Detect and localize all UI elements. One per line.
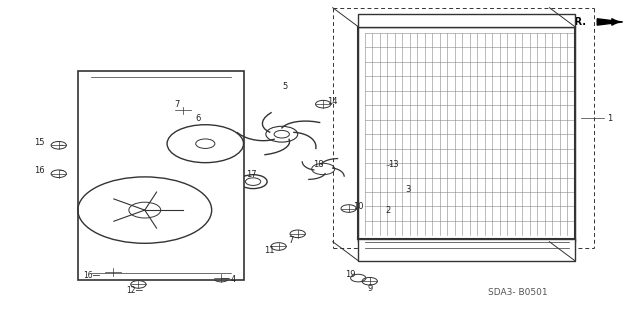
Text: 18: 18 <box>314 160 324 169</box>
Bar <box>78 71 244 280</box>
Text: 4: 4 <box>231 275 236 284</box>
Text: 11: 11 <box>264 246 275 255</box>
Bar <box>358 239 575 261</box>
Text: 16: 16 <box>34 166 45 175</box>
Text: 12—: 12— <box>127 286 144 295</box>
Text: 17: 17 <box>246 170 257 179</box>
Text: 7: 7 <box>174 100 179 109</box>
Text: 5: 5 <box>282 82 287 91</box>
Text: 8: 8 <box>467 14 472 23</box>
Text: 14: 14 <box>328 97 338 107</box>
Text: 7: 7 <box>289 236 294 245</box>
Text: SDA3- B0501: SDA3- B0501 <box>488 288 547 297</box>
Bar <box>358 14 575 27</box>
Text: 6: 6 <box>195 114 200 123</box>
Text: 9: 9 <box>367 284 372 293</box>
Text: 3: 3 <box>405 185 411 194</box>
Polygon shape <box>597 19 623 25</box>
Text: 19: 19 <box>346 271 356 279</box>
Bar <box>358 27 575 242</box>
Text: 16—: 16— <box>83 271 100 280</box>
Text: FR.: FR. <box>568 17 586 27</box>
Text: 15: 15 <box>34 137 45 147</box>
Text: 13: 13 <box>388 160 399 169</box>
Text: 10: 10 <box>353 202 364 211</box>
Text: 1: 1 <box>607 114 612 123</box>
Text: 2: 2 <box>385 206 391 215</box>
